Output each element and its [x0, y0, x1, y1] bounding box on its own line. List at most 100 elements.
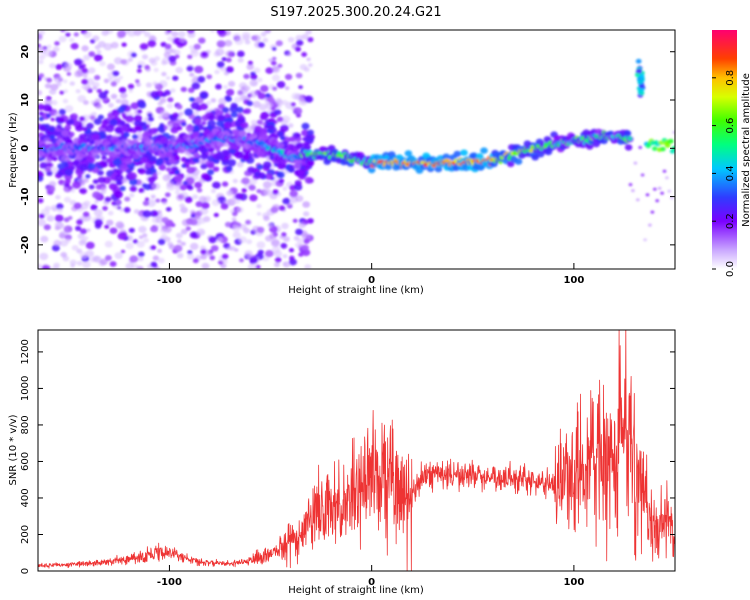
spectral-blob [225, 88, 235, 96]
spectral-blob [137, 256, 144, 262]
spectral-blob [69, 37, 75, 43]
spectral-blob [77, 233, 85, 240]
spectral-blob [277, 63, 283, 68]
spectral-blob [367, 166, 376, 174]
spectral-blob [155, 198, 161, 203]
spectral-blob [637, 79, 644, 85]
spectral-blob [163, 51, 171, 58]
spectral-blob [191, 82, 201, 90]
spectral-blob [280, 124, 289, 132]
spectral-blob [149, 155, 157, 162]
spectral-blob [160, 110, 169, 118]
spectral-blob [180, 121, 187, 127]
spectral-blob [39, 162, 48, 169]
spectral-blob [214, 154, 221, 160]
spectral-blob [303, 238, 310, 244]
spectral-blob [136, 82, 141, 87]
spectral-blob [38, 213, 45, 219]
spectral-blob [140, 30, 146, 34]
spectral-blob [168, 244, 175, 250]
spectral-blob [38, 59, 44, 65]
spectral-blob [92, 35, 100, 42]
spectral-blob [184, 108, 194, 116]
spectral-blob [194, 181, 203, 189]
spectral-blob [164, 43, 172, 50]
spectral-blob [232, 231, 241, 239]
spectral-blob [272, 189, 279, 195]
x-tick-label: 0 [368, 275, 375, 286]
spectral-blob [236, 50, 245, 58]
spectral-blob [145, 169, 152, 175]
figure-title: S197.2025.300.20.24.G21 [270, 5, 441, 20]
spectral-blob [154, 83, 160, 88]
spectral-blob [268, 58, 273, 63]
spectral-blob [189, 231, 198, 239]
spectral-blob [263, 188, 273, 196]
spectral-blob [305, 134, 311, 140]
spectral-blob [81, 67, 89, 74]
spectral-blob [212, 166, 220, 172]
spectral-blob [295, 228, 303, 236]
spectral-blob [225, 165, 233, 172]
spectral-blob [168, 170, 174, 176]
spectral-blob [205, 100, 212, 106]
spectral-blob [60, 252, 67, 258]
spectral-blob [302, 244, 309, 251]
spectral-blob [99, 258, 108, 266]
spectral-blob [180, 228, 188, 235]
spectral-blob [58, 232, 66, 239]
spectral-blob [128, 227, 135, 233]
spectral-blob [114, 190, 123, 199]
spectral-blob [298, 221, 306, 229]
spectral-blob [176, 193, 185, 202]
spectral-blob [262, 181, 272, 189]
colorbar-label: Normalized spectral amplitude [741, 73, 750, 227]
spectral-blob [63, 225, 73, 233]
spectral-blob [58, 35, 67, 43]
spectral-blob [273, 250, 283, 258]
spectral-blob [173, 49, 181, 56]
spectral-blob [215, 48, 225, 56]
spectral-blob [136, 265, 144, 269]
spectral-blob [635, 198, 640, 202]
spectral-blob [142, 200, 150, 206]
colorbar: 0.0 0.2 0.4 0.6 0.8 Normalized spectral ampl… [712, 30, 750, 277]
spectral-blob [119, 208, 125, 212]
spectral-blob [249, 194, 258, 202]
spectral-blob [125, 262, 134, 269]
spectral-blob [185, 158, 191, 163]
spectral-blob [98, 130, 106, 138]
spectral-blob [74, 58, 83, 66]
spectral-blob [193, 152, 200, 158]
spectral-blob [272, 56, 277, 61]
spectral-blob [192, 131, 200, 139]
spectral-blob [78, 239, 86, 246]
spectral-blob [635, 58, 642, 64]
spectral-blob [57, 208, 63, 213]
spectral-blob [636, 68, 642, 74]
spectral-blob [298, 85, 303, 89]
spectral-blob [303, 211, 310, 217]
spectral-blob [137, 109, 143, 114]
spectral-blob [90, 204, 98, 211]
spectral-blob [246, 239, 253, 245]
spectral-blob [87, 163, 96, 170]
spectral-blob [77, 174, 83, 179]
spectral-blob [225, 66, 234, 73]
spectral-blob [101, 186, 108, 192]
spectral-blob [71, 245, 79, 251]
spectrogram-frame [37, 29, 676, 270]
spectral-blob [48, 126, 56, 132]
spectral-blob [304, 264, 312, 269]
spectral-blob [216, 61, 225, 68]
spectral-blob [93, 255, 102, 263]
spectral-blob [128, 89, 134, 93]
spectral-blob [141, 54, 149, 60]
spectral-blob [173, 244, 183, 252]
spectral-blob [165, 167, 172, 172]
spectral-blob [186, 166, 196, 174]
spectral-blob [638, 145, 643, 150]
spectral-blob [38, 218, 46, 227]
